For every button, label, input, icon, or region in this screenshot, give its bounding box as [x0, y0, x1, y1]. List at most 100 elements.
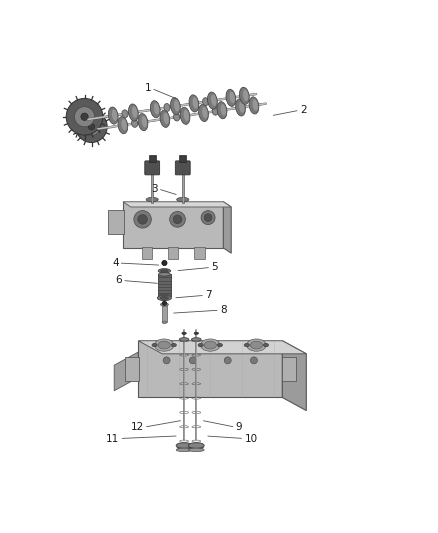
Bar	[283, 357, 296, 381]
Bar	[125, 357, 139, 381]
Ellipse shape	[146, 197, 158, 202]
Ellipse shape	[122, 110, 128, 118]
Circle shape	[162, 261, 167, 265]
Bar	[162, 304, 166, 322]
Ellipse shape	[189, 445, 203, 449]
Ellipse shape	[158, 269, 170, 273]
Ellipse shape	[202, 107, 208, 118]
Circle shape	[251, 357, 258, 364]
Bar	[108, 210, 124, 234]
Ellipse shape	[131, 119, 138, 127]
Ellipse shape	[176, 443, 192, 448]
Ellipse shape	[208, 92, 217, 109]
Ellipse shape	[162, 321, 166, 324]
Ellipse shape	[173, 113, 180, 121]
Bar	[168, 247, 178, 259]
Polygon shape	[123, 202, 231, 207]
Ellipse shape	[158, 294, 170, 298]
Ellipse shape	[198, 343, 203, 347]
Ellipse shape	[240, 87, 249, 104]
Text: 11: 11	[106, 433, 120, 443]
Ellipse shape	[150, 101, 160, 118]
Ellipse shape	[132, 107, 138, 118]
Ellipse shape	[160, 270, 168, 272]
Ellipse shape	[203, 98, 209, 106]
Text: 3: 3	[151, 184, 158, 194]
Ellipse shape	[182, 332, 186, 334]
Ellipse shape	[211, 94, 216, 106]
Circle shape	[83, 118, 100, 135]
Circle shape	[74, 107, 95, 127]
Text: 2: 2	[300, 105, 307, 115]
Ellipse shape	[171, 343, 177, 347]
Ellipse shape	[230, 92, 235, 103]
Circle shape	[162, 301, 166, 305]
Ellipse shape	[112, 109, 117, 121]
Ellipse shape	[212, 107, 219, 115]
Bar	[158, 274, 170, 296]
Circle shape	[88, 124, 95, 130]
Circle shape	[170, 212, 185, 227]
Text: 1: 1	[145, 83, 151, 93]
Ellipse shape	[154, 103, 159, 115]
Bar	[142, 247, 152, 259]
Ellipse shape	[189, 95, 199, 112]
Bar	[194, 247, 205, 259]
Circle shape	[81, 113, 88, 120]
Ellipse shape	[158, 341, 170, 349]
Ellipse shape	[170, 98, 180, 115]
Text: 8: 8	[220, 305, 226, 315]
Text: 5: 5	[211, 262, 218, 272]
Ellipse shape	[154, 339, 174, 351]
Polygon shape	[223, 202, 231, 253]
Ellipse shape	[164, 103, 170, 111]
Text: 7: 7	[205, 290, 212, 300]
Ellipse shape	[243, 90, 248, 101]
Polygon shape	[123, 202, 223, 248]
Ellipse shape	[184, 110, 189, 121]
Polygon shape	[138, 341, 306, 354]
Ellipse shape	[247, 339, 266, 351]
Ellipse shape	[177, 197, 189, 202]
Ellipse shape	[152, 343, 157, 347]
Ellipse shape	[188, 443, 204, 448]
Ellipse shape	[174, 100, 180, 111]
Circle shape	[204, 214, 212, 221]
Bar	[179, 155, 186, 163]
Ellipse shape	[188, 448, 204, 451]
Ellipse shape	[180, 107, 190, 124]
Ellipse shape	[201, 339, 220, 351]
Circle shape	[201, 211, 215, 224]
Ellipse shape	[204, 341, 216, 349]
Text: 9: 9	[236, 422, 242, 432]
Bar	[149, 155, 155, 163]
Circle shape	[173, 215, 182, 224]
Ellipse shape	[249, 97, 259, 114]
Ellipse shape	[160, 303, 168, 306]
Ellipse shape	[138, 114, 148, 131]
Ellipse shape	[236, 99, 245, 116]
Ellipse shape	[163, 112, 169, 124]
Ellipse shape	[160, 110, 170, 127]
Circle shape	[76, 111, 107, 142]
Polygon shape	[283, 341, 306, 410]
Ellipse shape	[191, 338, 201, 341]
Ellipse shape	[226, 89, 236, 107]
Ellipse shape	[160, 296, 169, 300]
Ellipse shape	[158, 272, 170, 276]
Circle shape	[66, 99, 103, 135]
Circle shape	[138, 215, 148, 224]
Ellipse shape	[217, 102, 227, 119]
Circle shape	[189, 357, 196, 364]
Circle shape	[224, 357, 231, 364]
Polygon shape	[138, 341, 283, 398]
Ellipse shape	[263, 343, 268, 347]
Ellipse shape	[250, 341, 262, 349]
Ellipse shape	[194, 332, 198, 334]
Ellipse shape	[128, 104, 138, 121]
Ellipse shape	[108, 107, 118, 124]
Ellipse shape	[177, 445, 191, 449]
Ellipse shape	[121, 119, 127, 131]
Text: 4: 4	[112, 258, 119, 268]
Ellipse shape	[176, 448, 192, 451]
